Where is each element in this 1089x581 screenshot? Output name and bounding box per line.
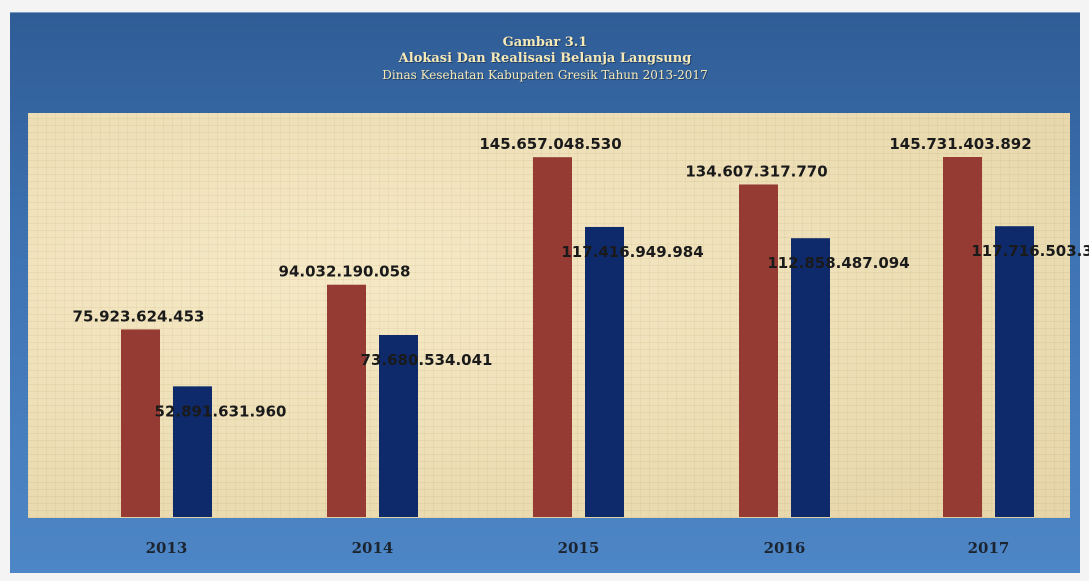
value-label-realisasi-2015: 117.416.949.984 [561, 243, 703, 261]
bar-alokasi-2013 [121, 329, 160, 517]
x-tick-label-2015: 2015 [558, 539, 600, 557]
x-tick-label-2016: 2016 [764, 539, 806, 557]
bar-alokasi-2015 [533, 157, 572, 517]
bar-realisasi-2013 [173, 386, 212, 517]
value-label-realisasi-2017: 117.716.503.321 [971, 242, 1089, 260]
bar-alokasi-2016 [739, 184, 778, 518]
bar-alokasi-2014 [327, 284, 366, 517]
chart-title-block: Gambar 3.1 Alokasi Dan Realisasi Belanja… [10, 35, 1080, 83]
value-label-alokasi-2013: 75.923.624.453 [73, 307, 205, 325]
chart-title: Alokasi Dan Realisasi Belanja Langsung [398, 51, 692, 66]
bar-realisasi-2017 [995, 226, 1034, 518]
figure-number: Gambar 3.1 [502, 35, 588, 50]
value-label-realisasi-2016: 112.858.487.094 [767, 254, 909, 272]
x-tick-label-2013: 2013 [146, 539, 188, 557]
bar-realisasi-2016 [791, 238, 830, 517]
chart-subtitle: Dinas Kesehatan Kabupaten Gresik Tahun 2… [382, 68, 708, 82]
bar-realisasi-2014 [379, 334, 418, 517]
value-label-alokasi-2015: 145.657.048.530 [479, 135, 621, 153]
value-label-realisasi-2013: 52.891.631.960 [155, 402, 287, 420]
value-label-realisasi-2014: 73.680.534.041 [361, 351, 493, 369]
x-tick-label-2017: 2017 [968, 539, 1010, 557]
value-label-alokasi-2017: 145.731.403.892 [889, 135, 1031, 153]
bar-alokasi-2017 [943, 157, 982, 517]
value-label-alokasi-2016: 134.607.317.770 [685, 162, 827, 180]
x-tick-label-2014: 2014 [352, 539, 394, 557]
value-label-alokasi-2014: 94.032.190.058 [279, 263, 411, 281]
bar-realisasi-2015 [585, 226, 624, 518]
